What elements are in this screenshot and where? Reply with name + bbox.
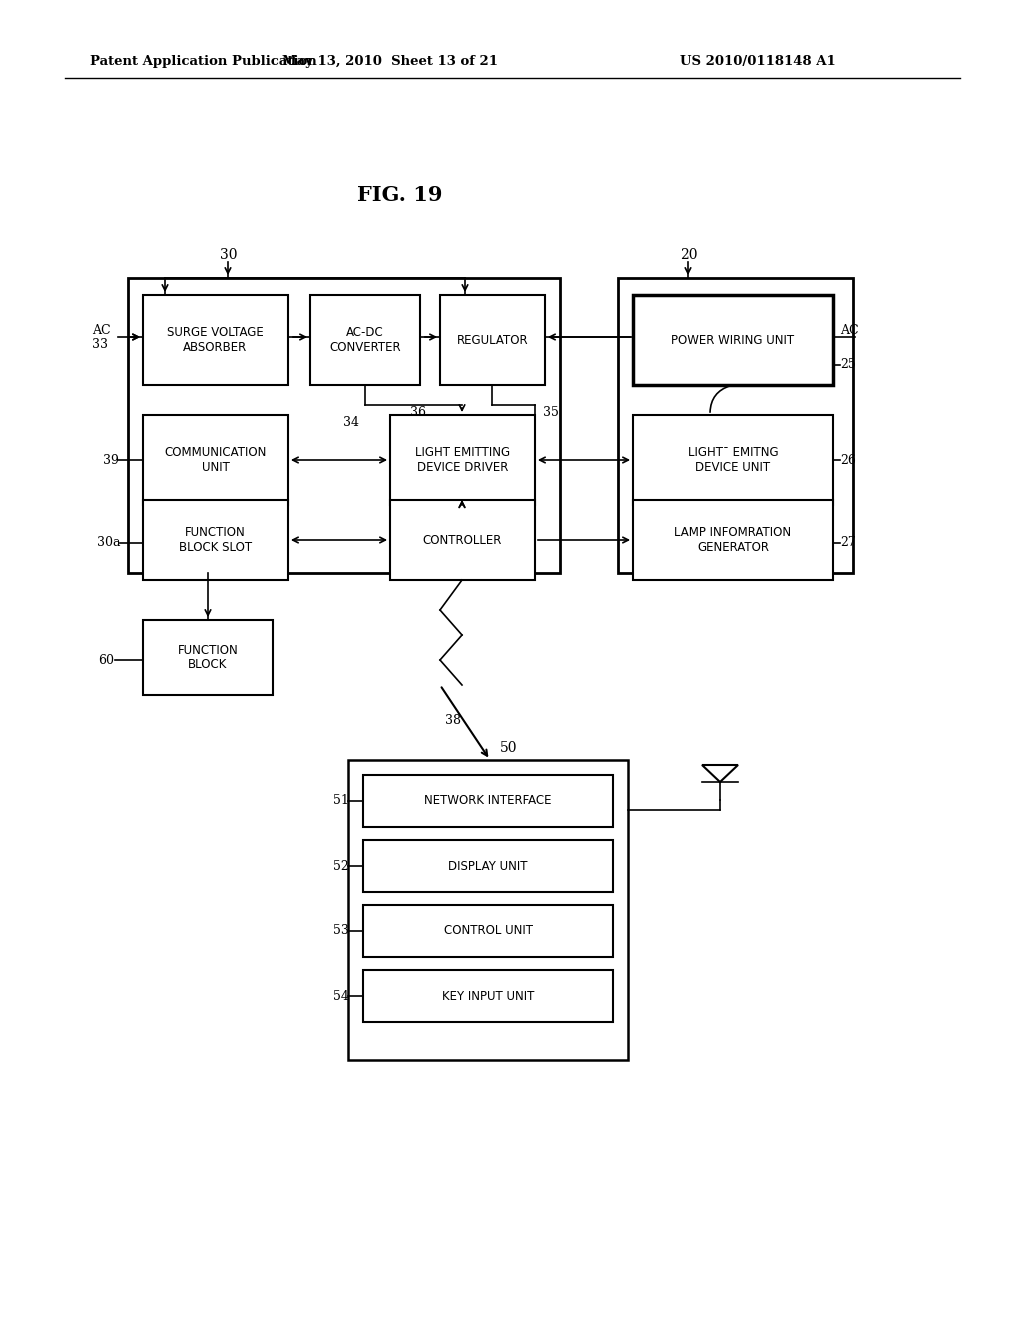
Text: FIG. 19: FIG. 19 [357, 185, 442, 205]
Text: 35: 35 [543, 405, 559, 418]
Bar [440, 294, 545, 385]
Text: POWER WIRING UNIT: POWER WIRING UNIT [672, 334, 795, 346]
Bar [390, 414, 535, 506]
Text: AC-DC
CONVERTER: AC-DC CONVERTER [329, 326, 400, 354]
Text: 27: 27 [840, 536, 856, 549]
Bar [143, 294, 288, 385]
Text: 26: 26 [840, 454, 856, 466]
Text: NETWORK INTERFACE: NETWORK INTERFACE [424, 795, 552, 808]
Text: KEY INPUT UNIT: KEY INPUT UNIT [441, 990, 535, 1002]
Text: 30a: 30a [97, 536, 121, 549]
Bar [618, 279, 853, 573]
Bar [633, 294, 833, 385]
Text: SURGE VOLTAGE
ABSORBER: SURGE VOLTAGE ABSORBER [167, 326, 264, 354]
Text: 39: 39 [103, 454, 119, 466]
Text: AC: AC [92, 323, 111, 337]
Text: FUNCTION
BLOCK: FUNCTION BLOCK [177, 644, 239, 672]
Bar [362, 970, 613, 1022]
Bar [143, 620, 273, 696]
Bar [362, 906, 613, 957]
Text: 60: 60 [98, 653, 114, 667]
Text: May 13, 2010  Sheet 13 of 21: May 13, 2010 Sheet 13 of 21 [282, 55, 498, 69]
Text: CONTROL UNIT: CONTROL UNIT [443, 924, 532, 937]
Bar [143, 414, 288, 506]
Bar [348, 760, 628, 1060]
Bar [362, 840, 613, 892]
Text: REGULATOR: REGULATOR [457, 334, 528, 346]
Text: 52: 52 [333, 859, 349, 873]
Text: US 2010/0118148 A1: US 2010/0118148 A1 [680, 55, 836, 69]
Bar [633, 500, 833, 579]
Bar [143, 500, 288, 579]
Text: 51: 51 [333, 795, 349, 808]
Text: COMMUNICATION
UNIT: COMMUNICATION UNIT [164, 446, 266, 474]
Text: 33: 33 [92, 338, 108, 351]
Text: 30: 30 [220, 248, 238, 261]
Text: 36: 36 [410, 405, 426, 418]
Text: DISPLAY UNIT: DISPLAY UNIT [449, 859, 527, 873]
Text: 34: 34 [343, 416, 359, 429]
Text: Patent Application Publication: Patent Application Publication [90, 55, 316, 69]
Bar [390, 500, 535, 579]
Text: 20: 20 [680, 248, 697, 261]
Bar [362, 775, 613, 828]
Text: 53: 53 [333, 924, 349, 937]
Bar [128, 279, 560, 573]
Text: 38: 38 [445, 714, 461, 726]
Text: 54: 54 [333, 990, 349, 1002]
Text: FUNCTION
BLOCK SLOT: FUNCTION BLOCK SLOT [179, 525, 252, 554]
Text: LIGHT EMITTING
DEVICE DRIVER: LIGHT EMITTING DEVICE DRIVER [415, 446, 510, 474]
Text: 50: 50 [500, 741, 517, 755]
Text: LIGHT¯ EMITNG
DEVICE UNIT: LIGHT¯ EMITNG DEVICE UNIT [688, 446, 778, 474]
Text: LAMP INFOMRATION
GENERATOR: LAMP INFOMRATION GENERATOR [675, 525, 792, 554]
Text: AC: AC [840, 323, 859, 337]
Text: CONTROLLER: CONTROLLER [423, 533, 502, 546]
Bar [633, 414, 833, 506]
Bar [310, 294, 420, 385]
Text: 25: 25 [840, 359, 856, 371]
